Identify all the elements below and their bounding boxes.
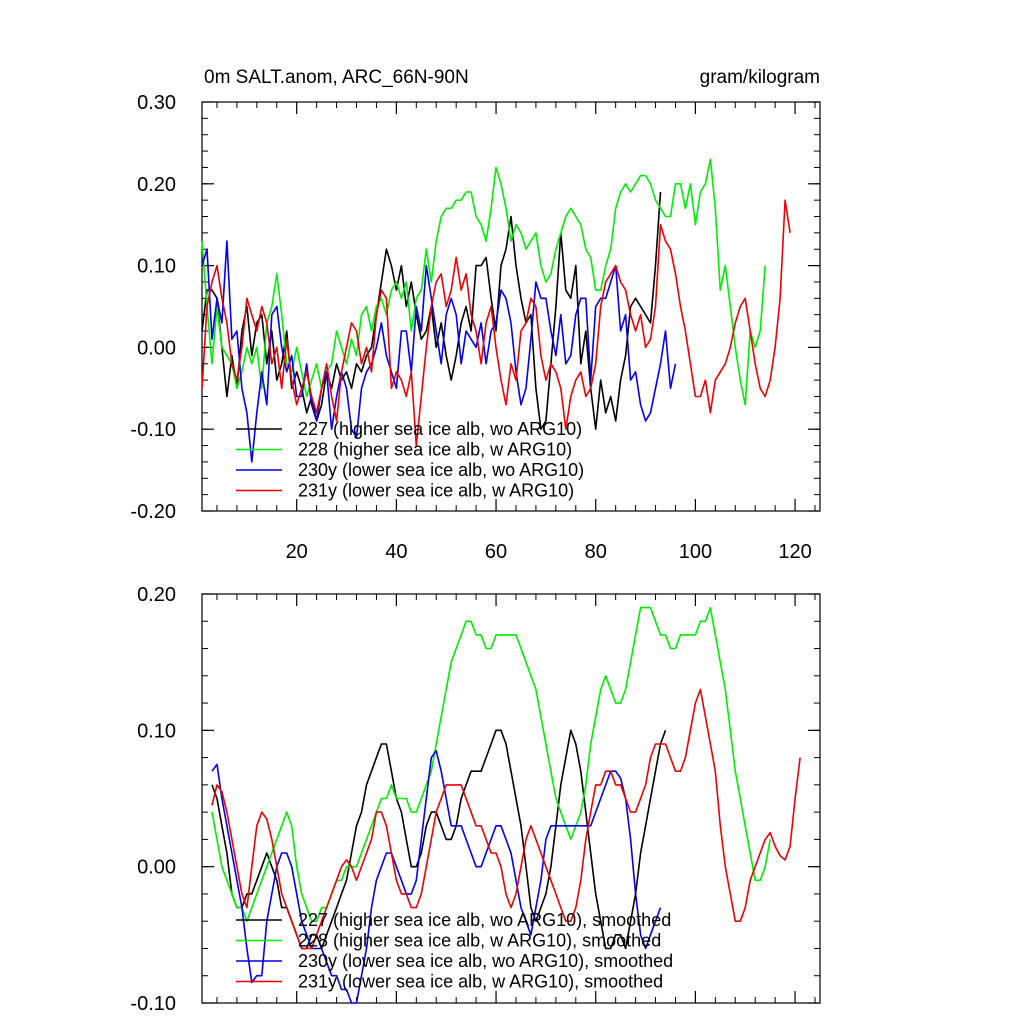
series-line-4: [201, 199, 791, 447]
series-line-4: [211, 688, 801, 950]
series-line-3: [211, 749, 662, 1004]
y-tick-label: -0.10: [130, 993, 176, 1015]
series-line-2: [211, 606, 771, 923]
bottom-legend: 227 (higher sea ice alb, wo ARG10), smoo…: [236, 910, 673, 992]
y-tick-label: 0.10: [137, 256, 176, 278]
plot-frame: [201, 593, 821, 1004]
legend-label-1: 227 (higher sea ice alb, wo ARG10), smoo…: [298, 910, 671, 930]
y-tick-label: 0.00: [137, 337, 176, 359]
top-legend: 227 (higher sea ice alb, wo ARG10)228 (h…: [236, 419, 584, 501]
legend-label-4: 231y (lower sea ice alb, w ARG10): [298, 481, 574, 501]
chart-title-left: 0m SALT.anom, ARC_66N-90N: [204, 67, 469, 88]
x-tick-label: 100: [679, 541, 712, 563]
top-series-lines: [201, 158, 791, 463]
y-tick-label: 0.20: [137, 584, 176, 606]
y-tick-label: -0.20: [130, 501, 176, 523]
plot-frame: [201, 101, 821, 512]
y-tick-label: 0.10: [137, 720, 176, 742]
chart-units: gram/kilogram: [700, 67, 820, 88]
x-tick-label: 60: [485, 541, 507, 563]
x-tick-label: 20: [286, 541, 308, 563]
x-tick-label: 40: [385, 541, 407, 563]
legend-label-1: 227 (higher sea ice alb, wo ARG10): [298, 419, 582, 439]
legend-label-3: 230y (lower sea ice alb, wo ARG10), smoo…: [298, 951, 673, 971]
legend-label-3: 230y (lower sea ice alb, wo ARG10): [298, 460, 584, 480]
series-line-3: [201, 240, 677, 463]
bottom-panel: -0.10 0.00 0.10 0.20 227 (higher sea ice al…: [130, 584, 821, 1015]
x-tick-label: 120: [778, 541, 811, 563]
top-panel: 0m SALT.anom, ARC_66N-90N gram/kilogram …: [130, 67, 821, 563]
legend-label-2: 228 (higher sea ice alb, w ARG10): [298, 440, 572, 460]
y-tick-label: -0.10: [130, 419, 176, 441]
x-tick-label: 80: [585, 541, 607, 563]
y-tick-label: 0.30: [137, 92, 176, 114]
y-tick-label: 0.00: [137, 857, 176, 879]
legend-label-2: 228 (higher sea ice alb, w ARG10), smoot…: [298, 931, 661, 951]
y-tick-label: 0.20: [137, 174, 176, 196]
series-line-2: [201, 158, 766, 406]
legend-label-4: 231y (lower sea ice alb, w ARG10), smoot…: [298, 972, 663, 992]
bottom-axes: -0.10 0.00 0.10 0.20: [130, 584, 821, 1015]
bottom-series-lines: [211, 606, 801, 1004]
